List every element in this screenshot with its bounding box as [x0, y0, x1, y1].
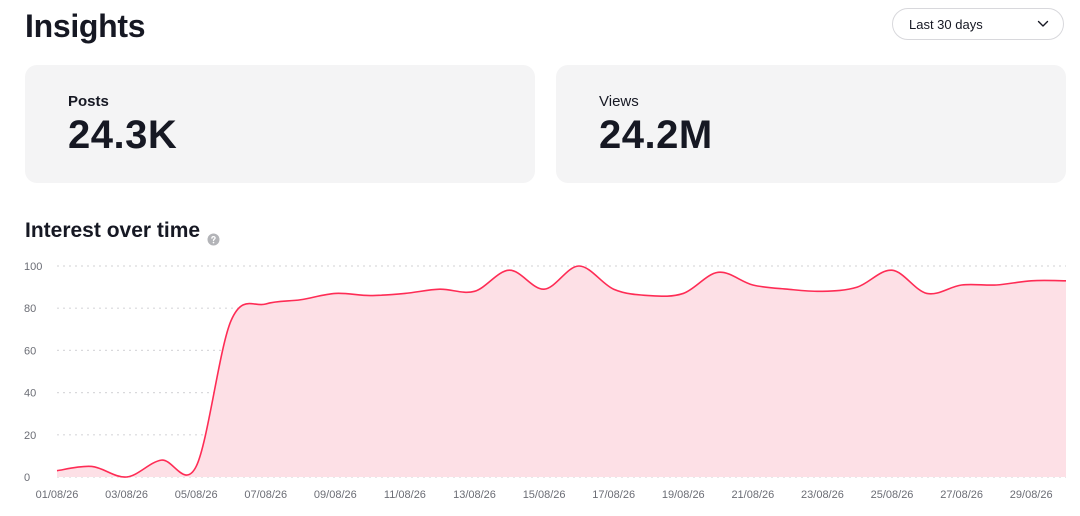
posts-stat-card: Posts 24.3K — [25, 65, 535, 183]
x-tick-label: 05/08/26 — [175, 489, 218, 501]
x-tick-label: 29/08/26 — [1010, 489, 1053, 501]
info-icon[interactable] — [207, 225, 220, 245]
views-value: 24.2M — [599, 113, 713, 157]
chevron-down-icon — [1037, 20, 1049, 28]
x-tick-label: 17/08/26 — [592, 489, 635, 501]
x-tick-label: 09/08/26 — [314, 489, 357, 501]
x-tick-label: 03/08/26 — [105, 489, 148, 501]
section-title-text: Interest over time — [25, 219, 201, 242]
x-tick-label: 21/08/26 — [731, 489, 774, 501]
views-stat-card: Views 24.2M — [556, 65, 1066, 183]
posts-value: 24.3K — [68, 113, 178, 157]
views-label: Views — [599, 93, 639, 110]
series-area — [57, 266, 1066, 478]
x-tick-label: 11/08/26 — [384, 489, 426, 501]
x-tick-label: 07/08/26 — [244, 489, 287, 501]
x-tick-label: 25/08/26 — [871, 489, 914, 501]
x-tick-label: 13/08/26 — [453, 489, 496, 501]
page-title: Insights — [25, 8, 146, 44]
x-tick-label: 19/08/26 — [662, 489, 705, 501]
date-range-value: Last 30 days — [909, 16, 983, 32]
y-tick-label: 40 — [24, 388, 36, 400]
y-tick-label: 20 — [24, 430, 36, 442]
date-range-select[interactable]: Last 30 days — [892, 8, 1064, 40]
x-tick-label: 27/08/26 — [940, 489, 983, 501]
x-tick-label: 15/08/26 — [523, 489, 566, 501]
section-title: Interest over time — [25, 216, 220, 246]
posts-label: Posts — [68, 93, 109, 110]
y-tick-label: 60 — [24, 345, 36, 357]
y-tick-label: 100 — [24, 261, 42, 273]
x-tick-label: 23/08/26 — [801, 489, 844, 501]
x-tick-label: 01/08/26 — [36, 489, 79, 501]
y-tick-label: 0 — [24, 472, 30, 484]
series-line — [56, 265, 1067, 478]
interest-chart: 0 20 40 60 80 100 01/08/26 03/08/26 05/08/26 07/0… — [24, 261, 1067, 501]
y-tick-label: 80 — [24, 303, 36, 315]
